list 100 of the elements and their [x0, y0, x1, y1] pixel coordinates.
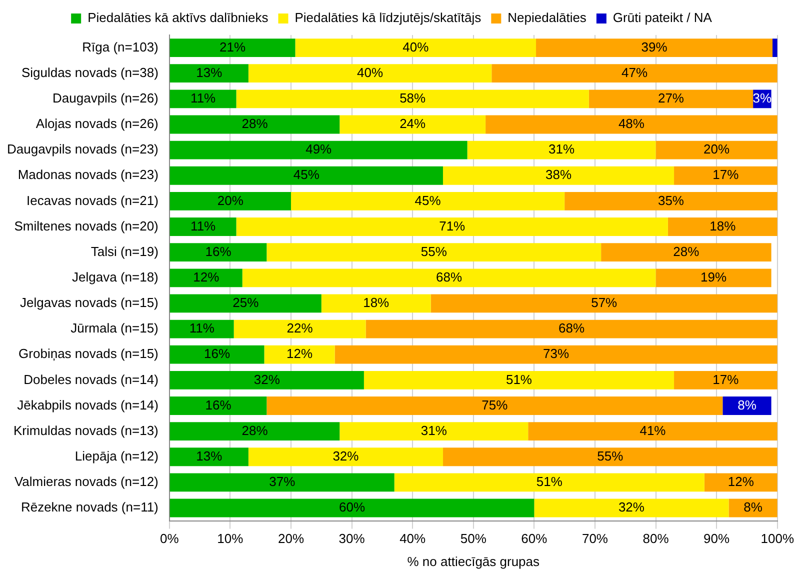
data-label: 25%: [232, 295, 260, 310]
bar: [564, 192, 778, 210]
bar: [170, 166, 443, 185]
bar: [656, 268, 772, 288]
y-tick-label: Jelgavas novads (n=15): [20, 295, 158, 310]
bar: [340, 115, 486, 134]
data-label: 73%: [543, 346, 570, 362]
bar: [264, 345, 335, 364]
data-label: 8%: [744, 500, 763, 515]
y-tick-label: Rīga (n=103): [82, 39, 158, 54]
y-tick-label: Madonas novads (n=23): [18, 167, 158, 182]
legend-label: Nepiedalāties: [508, 10, 587, 26]
bar: [601, 243, 772, 262]
data-label: 55%: [420, 244, 448, 259]
data-label: 40%: [357, 64, 384, 80]
bar: [248, 64, 492, 83]
bar: [170, 294, 322, 313]
y-tick-label: Jelgava (n=18): [72, 269, 158, 284]
bar: [170, 192, 291, 210]
data-label: 3%: [752, 90, 772, 106]
y-tick-label: Daugavpils (n=26): [52, 90, 158, 106]
bar: [170, 345, 264, 364]
legend-label: Piedalāties kā aktīvs dalībnieks: [88, 10, 269, 26]
bar: [170, 218, 236, 236]
data-label: 8%: [738, 397, 757, 412]
bar: [492, 64, 778, 83]
data-label: 32%: [618, 500, 645, 515]
x-tick-label: 40%: [400, 531, 426, 546]
bar: [674, 370, 778, 390]
data-label: 22%: [286, 320, 314, 336]
data-label: 60%: [339, 500, 366, 515]
data-label: 13%: [196, 64, 223, 80]
data-label: 20%: [704, 142, 730, 157]
data-label: 12%: [286, 346, 313, 362]
bar: [674, 166, 778, 185]
data-label: 40%: [402, 39, 430, 54]
data-label: 12%: [728, 474, 754, 490]
bar: [442, 166, 674, 185]
data-label: 71%: [439, 218, 466, 234]
x-tick-label: 100%: [760, 531, 794, 546]
data-label: 55%: [597, 448, 624, 464]
data-label: 17%: [712, 167, 740, 182]
bar: [486, 115, 778, 134]
data-label: 24%: [400, 116, 426, 132]
bar: [704, 473, 778, 492]
bar: [364, 370, 674, 390]
bar: [236, 90, 589, 108]
bar: [266, 243, 602, 262]
x-tick-label: 60%: [521, 531, 548, 546]
data-label: 45%: [414, 192, 442, 208]
bar: [536, 38, 773, 57]
data-label: 49%: [306, 142, 332, 157]
bar: [170, 268, 242, 288]
data-label: 38%: [545, 167, 572, 182]
data-label: 32%: [332, 448, 360, 464]
bar: [170, 396, 267, 415]
y-tick-label: Jēkabpils novads (n=14): [17, 397, 158, 412]
x-tick-label: 10%: [217, 531, 244, 546]
bar: [442, 448, 778, 466]
data-label: 47%: [621, 64, 648, 80]
data-label: 68%: [436, 269, 463, 284]
y-tick-label: Smiltenes novads (n=20): [14, 218, 158, 234]
bar: [170, 90, 236, 108]
bar: [170, 370, 364, 390]
y-tick-label: Siguldas novads (n=38): [21, 64, 158, 80]
bar: [290, 192, 565, 210]
y-tick-label: Valmieras novads (n=12): [14, 474, 158, 490]
data-label: 16%: [205, 397, 232, 412]
x-tick-label: 90%: [704, 531, 730, 546]
legend-label: Grūti pateikt / NA: [612, 10, 712, 26]
bar: [334, 345, 778, 364]
data-label: 39%: [641, 39, 668, 54]
y-tick-label: Jūrmala (n=15): [70, 320, 158, 336]
bar: [170, 243, 267, 262]
bar: [534, 498, 729, 518]
bar: [170, 140, 468, 160]
bar: [321, 294, 431, 313]
data-label: 45%: [293, 167, 320, 182]
bar: [236, 218, 668, 236]
bar: [170, 448, 248, 466]
data-label: 51%: [506, 372, 532, 387]
bar: [528, 422, 778, 441]
bar: [234, 320, 366, 338]
bar: [170, 422, 340, 441]
bar: [295, 38, 536, 57]
data-label: 21%: [220, 39, 246, 54]
x-tick-label: 80%: [642, 531, 670, 546]
x-tick-label: 70%: [582, 531, 608, 546]
bar: [170, 498, 534, 518]
y-tick-label: Daugavpils novads (n=23): [6, 142, 158, 157]
data-label: 48%: [618, 116, 645, 132]
x-tick-label: 30%: [338, 531, 366, 546]
bar: [668, 218, 778, 236]
bar: [170, 473, 394, 492]
data-label: 12%: [193, 269, 220, 284]
y-tick-label: Talsi (n=19): [90, 244, 158, 259]
y-tick-label: Krimuldas novads (n=13): [14, 422, 158, 438]
data-label: 18%: [363, 295, 390, 310]
x-axis-title: % no attiecīgās grupas: [407, 554, 540, 569]
bar: [772, 38, 778, 57]
